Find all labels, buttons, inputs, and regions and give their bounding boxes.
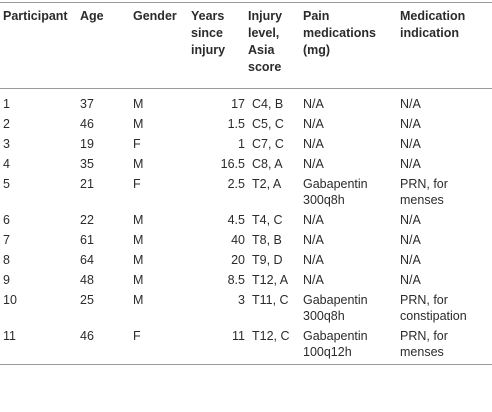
pain-medication-cell: Gabapentin 300q8h	[303, 293, 368, 323]
age-cell: 48	[80, 273, 94, 287]
injury-level-cell: C7, C	[252, 137, 284, 151]
pain-medication-cell: Gabapentin 100q12h	[303, 329, 368, 359]
injury-level-cell: T11, C	[252, 293, 289, 307]
injury-level-cell: C5, C	[252, 117, 284, 131]
participant-cell: 10	[3, 293, 17, 307]
gender-cell: M	[133, 97, 144, 111]
years-cell: 11	[232, 329, 245, 343]
indication-cell: N/A	[400, 157, 421, 171]
gender-cell: F	[133, 137, 141, 151]
gender-cell: F	[133, 177, 141, 191]
participant-cell: 2	[3, 117, 10, 131]
years-cell: 40	[231, 233, 245, 247]
pain-medication-cell: Gabapentin 300q8h	[303, 177, 368, 207]
indication-cell: N/A	[400, 273, 421, 287]
header-injury-level: Injury level, Asia score	[248, 9, 283, 74]
age-cell: 37	[80, 97, 94, 111]
table-row: 1 37 M 17 C4, B N/A N/A	[0, 96, 492, 116]
table-row: 2 46 M 1.5 C5, C N/A N/A	[0, 116, 492, 136]
indication-cell: PRN, for constipation	[400, 293, 467, 323]
injury-level-cell: T9, D	[252, 253, 283, 267]
gender-cell: M	[133, 213, 144, 227]
age-cell: 46	[80, 329, 94, 343]
indication-cell: PRN, for menses	[400, 177, 448, 207]
participant-cell: 4	[3, 157, 10, 171]
years-cell: 16.5	[220, 157, 245, 171]
table-row: 10 25 M 3 T11, C Gabapentin 300q8h PRN, …	[0, 292, 492, 328]
gender-cell: F	[133, 329, 141, 343]
age-cell: 46	[80, 117, 94, 131]
participant-cell: 5	[3, 177, 10, 191]
participant-cell: 6	[3, 213, 10, 227]
indication-cell: N/A	[400, 117, 421, 131]
indication-cell: PRN, for menses	[400, 329, 448, 359]
age-cell: 64	[80, 253, 94, 267]
pain-medication-cell: N/A	[303, 253, 324, 267]
header-participant: Participant	[3, 9, 68, 23]
header-pain-medications: Pain medications (mg)	[303, 9, 376, 57]
indication-cell: N/A	[400, 253, 421, 267]
years-cell: 20	[231, 253, 245, 267]
years-cell: 1	[238, 137, 245, 151]
indication-cell: N/A	[400, 233, 421, 247]
participant-cell: 8	[3, 253, 10, 267]
table-row: 4 35 M 16.5 C8, A N/A N/A	[0, 156, 492, 176]
injury-level-cell: T12, A	[252, 273, 289, 287]
table-row: 7 61 M 40 T8, B N/A N/A	[0, 232, 492, 252]
gender-cell: M	[133, 293, 144, 307]
pain-medication-cell: N/A	[303, 157, 324, 171]
pain-medication-cell: N/A	[303, 273, 324, 287]
header-gender: Gender	[133, 9, 177, 23]
injury-level-cell: C4, B	[252, 97, 284, 111]
indication-cell: N/A	[400, 137, 421, 151]
pain-medication-cell: N/A	[303, 97, 324, 111]
years-cell: 1.5	[227, 117, 245, 131]
pain-medication-cell: N/A	[303, 213, 324, 227]
years-cell: 4.5	[227, 213, 245, 227]
table-row: 11 46 F 11 T12, C Gabapentin 100q12h PRN…	[0, 328, 492, 364]
table-row: 3 19 F 1 C7, C N/A N/A	[0, 136, 492, 156]
table-row: 9 48 M 8.5 T12, A N/A N/A	[0, 272, 492, 292]
age-cell: 21	[80, 177, 94, 191]
participant-cell: 11	[3, 329, 16, 343]
injury-level-cell: T12, C	[252, 329, 290, 343]
age-cell: 35	[80, 157, 94, 171]
participant-cell: 1	[3, 97, 10, 111]
indication-cell: N/A	[400, 213, 421, 227]
participant-cell: 9	[3, 273, 10, 287]
gender-cell: M	[133, 253, 144, 267]
injury-level-cell: T2, A	[252, 177, 282, 191]
years-cell: 17	[231, 97, 245, 111]
header-years-since-injury: Years since injury	[191, 9, 226, 57]
years-cell: 8.5	[227, 273, 245, 287]
gender-cell: M	[133, 157, 144, 171]
gender-cell: M	[133, 117, 144, 131]
participant-cell: 7	[3, 233, 10, 247]
injury-level-cell: C8, A	[252, 157, 283, 171]
participant-cell: 3	[3, 137, 10, 151]
injury-level-cell: T8, B	[252, 233, 282, 247]
gender-cell: M	[133, 273, 144, 287]
pain-medication-cell: N/A	[303, 117, 324, 131]
indication-cell: N/A	[400, 97, 421, 111]
years-cell: 2.5	[227, 177, 245, 191]
gender-cell: M	[133, 233, 144, 247]
age-cell: 25	[80, 293, 94, 307]
age-cell: 61	[80, 233, 94, 247]
header-age: Age	[80, 9, 104, 23]
table-header-row: Participant Age Gender Years since injur…	[0, 3, 492, 89]
years-cell: 3	[238, 293, 245, 307]
table-row: 5 21 F 2.5 T2, A Gabapentin 300q8h PRN, …	[0, 176, 492, 212]
table-row: 8 64 M 20 T9, D N/A N/A	[0, 252, 492, 272]
header-medication-indication: Medication indication	[400, 9, 466, 40]
injury-level-cell: T4, C	[252, 213, 283, 227]
pain-medication-cell: N/A	[303, 233, 324, 247]
table-row: 6 22 M 4.5 T4, C N/A N/A	[0, 212, 492, 232]
age-cell: 19	[80, 137, 94, 151]
data-table: Participant Age Gender Years since injur…	[0, 2, 492, 365]
pain-medication-cell: N/A	[303, 137, 324, 151]
age-cell: 22	[80, 213, 94, 227]
